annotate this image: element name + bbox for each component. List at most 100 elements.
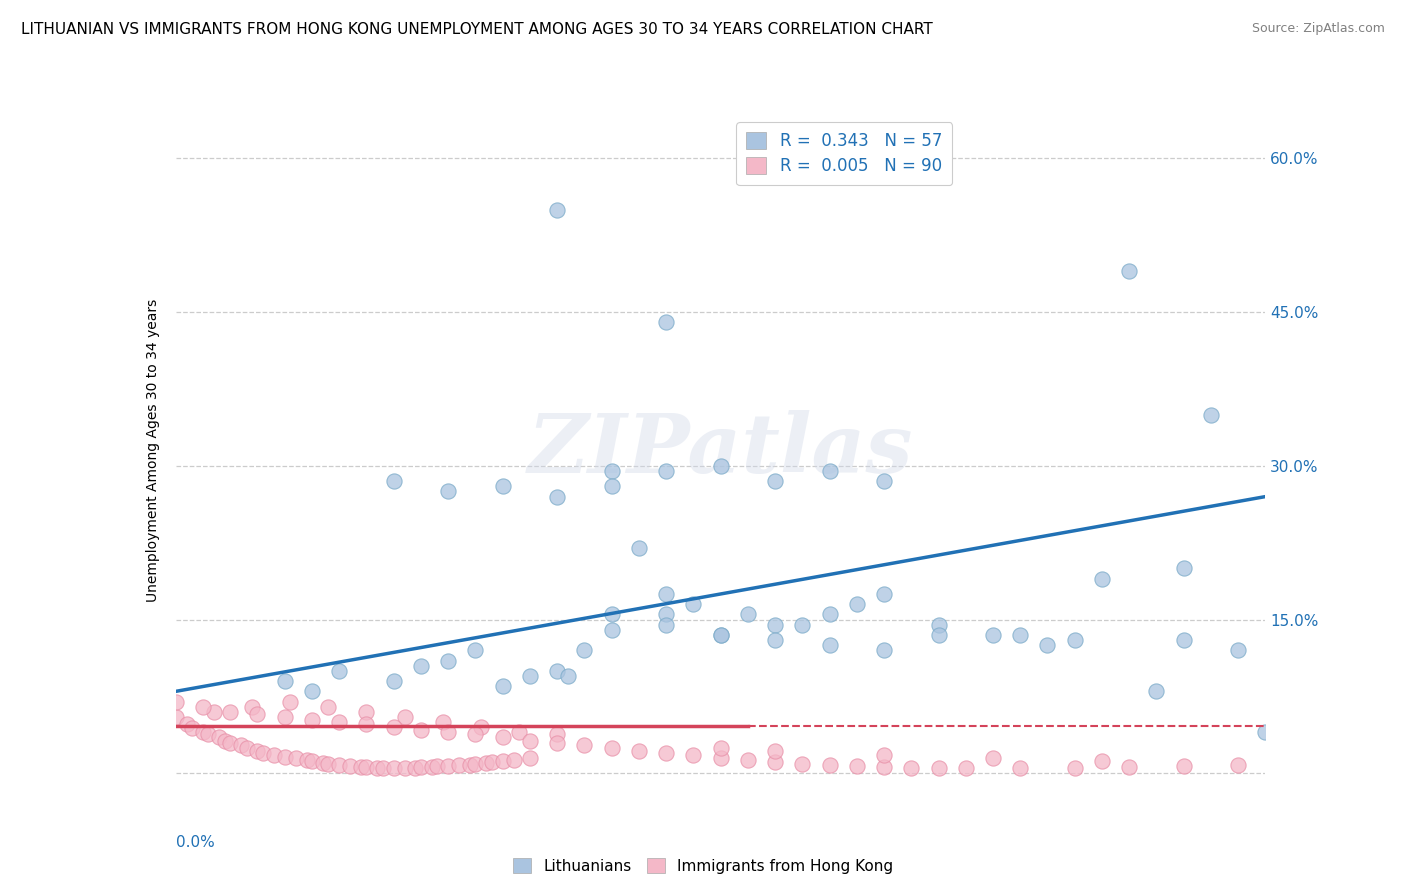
Point [356, 705, 378, 719]
Point [792, 617, 814, 632]
Legend: R =  0.343   N = 57, R =  0.005   N = 90: R = 0.343 N = 57, R = 0.005 N = 90 [737, 122, 952, 186]
Point [710, 740, 733, 755]
Point [356, 717, 378, 731]
Point [873, 474, 896, 488]
Point [1254, 725, 1277, 739]
Point [382, 674, 405, 689]
Point [301, 713, 323, 727]
Point [763, 617, 786, 632]
Point [1010, 628, 1032, 642]
Point [574, 643, 596, 657]
Point [955, 761, 977, 775]
Point [928, 617, 950, 632]
Point [447, 758, 470, 772]
Point [426, 759, 449, 773]
Text: 0.0%: 0.0% [176, 835, 215, 850]
Point [502, 753, 524, 767]
Point [900, 761, 922, 775]
Point [546, 727, 568, 741]
Point [165, 695, 187, 709]
Point [600, 479, 623, 493]
Point [818, 638, 841, 652]
Point [792, 757, 814, 772]
Point [519, 669, 541, 683]
Point [382, 474, 405, 488]
Point [682, 597, 704, 611]
Point [574, 738, 596, 752]
Point [437, 759, 460, 773]
Text: LITHUANIAN VS IMMIGRANTS FROM HONG KONG UNEMPLOYMENT AMONG AGES 30 TO 34 YEARS C: LITHUANIAN VS IMMIGRANTS FROM HONG KONG … [21, 22, 932, 37]
Point [470, 720, 492, 734]
Point [246, 706, 269, 721]
Point [655, 464, 678, 478]
Point [181, 721, 204, 735]
Point [710, 628, 733, 642]
Point [339, 759, 361, 773]
Point [600, 740, 623, 755]
Point [1118, 264, 1140, 278]
Point [437, 654, 460, 668]
Point [409, 760, 432, 774]
Point [301, 684, 323, 698]
Point [546, 664, 568, 678]
Point [328, 715, 350, 730]
Point [1173, 633, 1195, 648]
Point [1010, 761, 1032, 775]
Point [165, 710, 187, 724]
Point [710, 751, 733, 765]
Point [928, 761, 950, 775]
Point [191, 725, 214, 739]
Point [318, 699, 340, 714]
Point [409, 658, 432, 673]
Point [437, 725, 460, 739]
Point [981, 751, 1004, 765]
Point [600, 464, 623, 478]
Point [492, 479, 515, 493]
Point [481, 755, 503, 769]
Point [1063, 761, 1085, 775]
Point [1118, 760, 1140, 774]
Point [655, 746, 678, 760]
Point [458, 758, 481, 772]
Point [301, 754, 323, 768]
Point [763, 474, 786, 488]
Point [508, 725, 530, 739]
Point [492, 754, 515, 768]
Point [366, 761, 388, 775]
Point [655, 607, 678, 622]
Point [845, 759, 868, 773]
Point [981, 628, 1004, 642]
Point [627, 744, 650, 758]
Point [240, 699, 263, 714]
Point [231, 738, 253, 752]
Point [1063, 633, 1085, 648]
Point [252, 746, 274, 760]
Point [519, 733, 541, 747]
Point [928, 628, 950, 642]
Point [274, 750, 297, 764]
Point [710, 628, 733, 642]
Point [818, 758, 841, 772]
Point [818, 607, 841, 622]
Point [1091, 754, 1114, 768]
Point [420, 760, 443, 774]
Point [1173, 561, 1195, 575]
Legend: Lithuanians, Immigrants from Hong Kong: Lithuanians, Immigrants from Hong Kong [506, 852, 900, 880]
Point [1227, 643, 1250, 657]
Point [818, 464, 841, 478]
Point [519, 751, 541, 765]
Point [219, 736, 242, 750]
Point [328, 758, 350, 772]
Point [219, 705, 242, 719]
Point [394, 710, 416, 724]
Point [1173, 759, 1195, 773]
Point [202, 705, 225, 719]
Point [763, 744, 786, 758]
Point [328, 664, 350, 678]
Point [382, 761, 405, 775]
Point [382, 720, 405, 734]
Point [655, 617, 678, 632]
Point [409, 723, 432, 738]
Point [710, 458, 733, 473]
Point [845, 597, 868, 611]
